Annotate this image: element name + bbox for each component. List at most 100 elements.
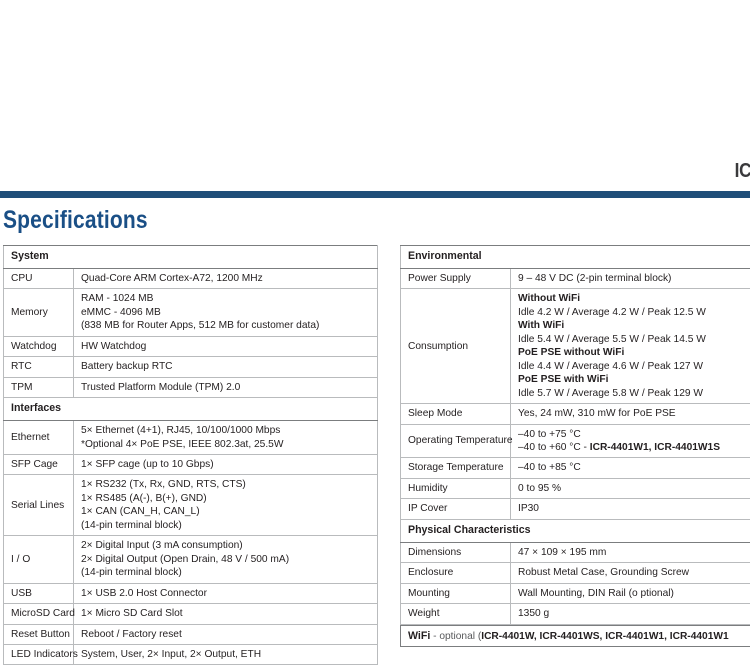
section-header-row: System [4,246,378,269]
spec-value-line: Quad-Core ARM Cortex-A72, 1200 MHz [81,272,371,285]
spec-value-humidity: 0 to 95 % [511,478,750,498]
spec-value-line: Wall Mounting, DIN Rail (o ptional) [518,587,750,600]
spec-value-enclosure: Robust Metal Case, Grounding Screw [511,563,750,583]
table-row: WiFi - optional (ICR-4401W, ICR-4401WS, … [401,626,750,647]
section-header-row: Environmental [401,246,750,269]
spec-label-humidity: Humidity [401,478,511,498]
spec-value-dimensions: 47 × 109 × 195 mm [511,542,750,562]
spec-label-weight: Weight [401,604,511,624]
spec-value-serial-lines: 1× RS232 (Tx, Rx, GND, RTS, CTS)1× RS485… [74,475,378,536]
table-row: Enclosure Robust Metal Case, Grounding Sc… [401,563,750,583]
page-header: ICR-44 [0,160,750,190]
spec-value-usb: 1× USB 2.0 Host Connector [74,583,378,603]
spec-value-line: 0 to 95 % [518,482,750,495]
spec-value-ip-cover: IP30 [511,499,750,519]
spec-value-line: Without WiFi [518,292,750,305]
table-row: Humidity 0 to 95 % [401,478,750,498]
spec-value-line: Idle 5.4 W / Average 5.5 W / Peak 14.5 W [518,333,750,346]
spec-value-line: 1350 g [518,607,750,620]
table-row: TPM Trusted Platform Module (TPM) 2.0 [4,377,378,397]
spec-label-tpm: TPM [4,377,74,397]
spec-label-storage-temperature: Storage Temperature [401,458,511,478]
spec-label-reset-button: Reset Button [4,624,74,644]
table-row: RTC Battery backup RTC [4,357,378,377]
table-row: Ethernet 5× Ethernet (4+1), RJ45, 10/100/… [4,421,378,455]
spec-value-line: 2× Digital Input (3 mA consumption) [81,539,371,552]
spec-value-line: Reboot / Factory reset [81,628,371,641]
wifi-model-list: ICR-4401W, ICR-4401WS, ICR-4401W1, ICR-4… [481,631,728,642]
table-row: Operating Temperature–40 to +75 °C–40 to… [401,424,750,458]
table-row: Weight 1350 g [401,604,750,624]
section-header-environmental: Environmental [401,246,750,269]
spec-label-rtc: RTC [4,357,74,377]
spec-value-tpm: Trusted Platform Module (TPM) 2.0 [74,377,378,397]
spec-label-mounting: Mounting [401,583,511,603]
spec-value-line: System, User, 2× Input, 2× Output, ETH [81,648,371,661]
section-header-physical-characteristics: Physical Characteristics [401,519,750,542]
spec-value-line: Idle 5.7 W / Average 5.8 W / Peak 129 W [518,387,750,400]
product-title: ICR-44 [735,160,750,183]
spec-value-line: 1× CAN (CAN_H, CAN_L) [81,505,371,518]
header-divider-rule [0,191,750,198]
spec-value-line: 1× USB 2.0 Host Connector [81,587,371,600]
spec-value-line: 1× SFP cage (up to 10 Gbps) [81,458,371,471]
wifi-keyword: WiFi [408,630,430,642]
spec-value-line: –40 to +85 °C [518,461,750,474]
spec-value-line: 9 – 48 V DC (2-pin terminal block) [518,272,750,285]
section-header-row: Physical Characteristics [401,519,750,542]
table-row: SFP Cage 1× SFP cage (up to 10 Gbps) [4,455,378,475]
spec-value-line: IP30 [518,502,750,515]
spec-value-line: 1× Micro SD Card Slot [81,607,371,620]
spec-value-line: With WiFi [518,319,750,332]
spec-value-line: –40 to +75 °C [518,428,750,441]
spec-value-line: –40 to +60 °C - ICR-4401W1, ICR-4401W1S [518,441,750,454]
spec-value-sfp-cage: 1× SFP cage (up to 10 Gbps) [74,455,378,475]
spec-label-usb: USB [4,583,74,603]
spec-value-operating-temperature: –40 to +75 °C–40 to +60 °C - ICR-4401W1,… [511,424,750,458]
spec-label-ip-cover: IP Cover [401,499,511,519]
spec-value-line: Battery backup RTC [81,360,371,373]
table-row: USB 1× USB 2.0 Host Connector [4,583,378,603]
spec-value-weight: 1350 g [511,604,750,624]
spec-label-watchdog: Watchdog [4,336,74,356]
spec-value-sleep-mode: Yes, 24 mW, 310 mW for PoE PSE [511,404,750,424]
spec-value-ethernet: 5× Ethernet (4+1), RJ45, 10/100/1000 Mbp… [74,421,378,455]
spec-value-led-indicators: System, User, 2× Input, 2× Output, ETH [74,645,378,665]
spec-value-mounting: Wall Mounting, DIN Rail (o ptional) [511,583,750,603]
spec-label-consumption: Consumption [401,289,511,404]
spec-value-line: PoE PSE with WiFi [518,373,750,386]
spec-value-rtc: Battery backup RTC [74,357,378,377]
spec-value-line: 5× Ethernet (4+1), RJ45, 10/100/1000 Mbp… [81,424,371,437]
spec-value-line: 1× RS232 (Tx, Rx, GND, RTS, CTS) [81,478,371,491]
spec-value-line: RAM - 1024 MB [81,292,371,305]
spec-value-cpu: Quad-Core ARM Cortex-A72, 1200 MHz [74,268,378,288]
spec-label-ethernet: Ethernet [4,421,74,455]
wifi-strip-cell: WiFi - optional (ICR-4401W, ICR-4401WS, … [401,626,750,647]
spec-value-storage-temperature: –40 to +85 °C [511,458,750,478]
spec-label-dimensions: Dimensions [401,542,511,562]
section-header-row: Interfaces [4,398,378,421]
page-title: Specifications [3,206,148,235]
spec-value-line: (14-pin terminal block) [81,566,371,579]
section-header-system: System [4,246,378,269]
spec-value-line: Idle 4.4 W / Average 4.6 W / Peak 127 W [518,360,750,373]
spec-label-operating-temperature: Operating Temperature [401,424,511,458]
spec-value-line: Trusted Platform Module (TPM) 2.0 [81,381,371,394]
spec-label-sfp-cage: SFP Cage [4,455,74,475]
spec-label-enclosure: Enclosure [401,563,511,583]
table-row: Mounting Wall Mounting, DIN Rail (o ption… [401,583,750,603]
spec-label-cpu: CPU [4,268,74,288]
spec-value-line: PoE PSE without WiFi [518,346,750,359]
spec-value-line: Robust Metal Case, Grounding Screw [518,566,750,579]
spec-value-line: Yes, 24 mW, 310 mW for PoE PSE [518,407,750,420]
spec-value-line: (14-pin terminal block) [81,519,371,532]
